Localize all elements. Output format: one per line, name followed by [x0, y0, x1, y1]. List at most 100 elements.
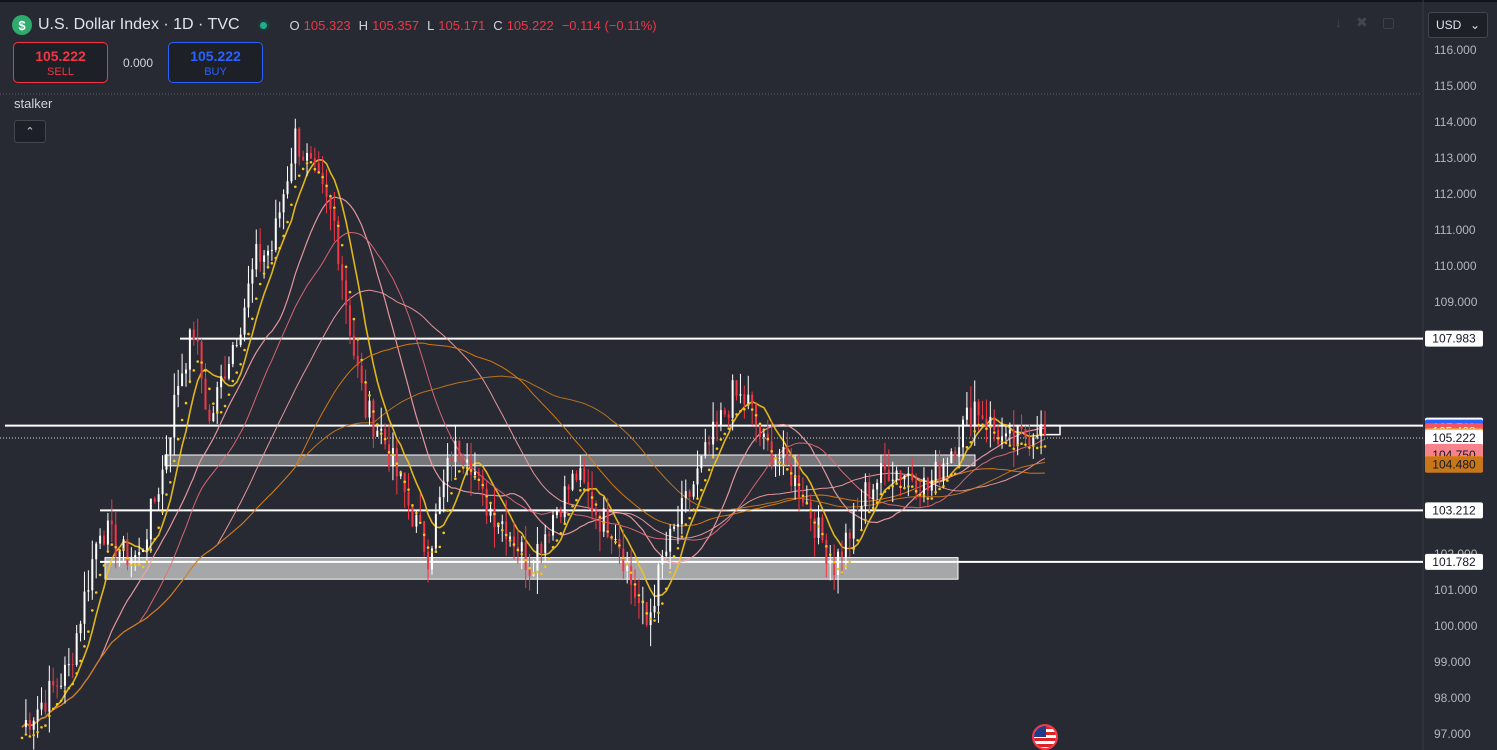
- indicator-dot: [200, 361, 203, 364]
- candle-body: [184, 369, 187, 374]
- candle-body: [942, 463, 945, 481]
- indicator-dot: [309, 160, 313, 164]
- candle-body: [548, 534, 551, 536]
- candle-body: [887, 469, 890, 482]
- indicator-dot: [83, 645, 86, 648]
- indicator-dot: [130, 563, 133, 567]
- candle-body: [48, 680, 51, 712]
- ohlc-values: O 105.323 H 105.357 L 105.171 C 105.222 …: [290, 18, 661, 33]
- indicator-dot: [555, 539, 559, 542]
- indicator-dot: [1039, 445, 1043, 449]
- price-axis-tick: 97.000: [1434, 727, 1471, 741]
- arrow-down-icon[interactable]: ↓: [1335, 14, 1342, 30]
- candle-body: [419, 514, 422, 522]
- sell-button[interactable]: 105.222 SELL: [13, 42, 108, 83]
- candle-body: [67, 664, 70, 666]
- indicator-dot: [582, 488, 586, 491]
- indicator-dot: [153, 537, 157, 541]
- indicator-dot: [376, 423, 379, 426]
- indicator-dot: [28, 735, 32, 738]
- ma-orange-line: [21, 342, 1045, 728]
- indicator-dot: [563, 522, 567, 526]
- indicator-dot: [223, 404, 227, 408]
- candle-body: [954, 451, 957, 457]
- indicator-dot: [63, 690, 67, 693]
- indicator-dot: [1020, 442, 1023, 446]
- fullscreen-icon[interactable]: ▢: [1381, 14, 1395, 30]
- candle-body: [122, 539, 125, 552]
- indicator-dot: [516, 548, 520, 552]
- candle-body: [653, 605, 656, 613]
- candle-body: [192, 329, 195, 340]
- indicator-dot: [754, 413, 758, 417]
- candle-body: [555, 510, 558, 516]
- candle-body: [563, 486, 566, 518]
- indicator-dot: [508, 539, 512, 542]
- price-label-bg: [1425, 456, 1483, 473]
- indicator-dot: [891, 484, 895, 488]
- indicator-dot: [251, 317, 254, 321]
- indicator-dot: [746, 403, 750, 406]
- indicator-name[interactable]: stalker: [14, 96, 53, 111]
- candle-body: [153, 498, 156, 502]
- candle-body: [747, 394, 750, 405]
- candle-body: [907, 473, 910, 476]
- candle-body: [981, 415, 984, 419]
- indicator-dot: [571, 504, 574, 508]
- collapse-indicator-button[interactable]: ⌃: [14, 120, 46, 143]
- candle-body: [950, 451, 953, 464]
- candle-body: [352, 335, 355, 356]
- candle-body: [774, 458, 777, 466]
- indicator-dot: [465, 466, 469, 470]
- candle-body: [930, 480, 933, 491]
- indicator-dot: [51, 707, 55, 711]
- indicator-dot: [547, 557, 551, 560]
- us-flag-event-icon[interactable]: [1032, 724, 1058, 750]
- indicator-dot: [321, 175, 324, 179]
- buy-button[interactable]: 105.222 BUY: [168, 42, 263, 83]
- price-axis-tick: 101.000: [1434, 583, 1478, 597]
- candle-body: [91, 559, 94, 591]
- candle-body: [762, 433, 765, 438]
- candle-body: [1040, 423, 1043, 437]
- candle-body: [399, 472, 402, 477]
- candle-body: [243, 307, 246, 335]
- currency-select[interactable]: USD ⌄: [1428, 12, 1488, 38]
- candle-body: [462, 460, 465, 463]
- indicator-dot: [137, 563, 141, 567]
- candle-body: [458, 440, 461, 461]
- indicator-dot: [957, 465, 961, 469]
- ma-orange-slow-line: [21, 375, 1046, 728]
- candle-body: [676, 524, 679, 527]
- candle-body: [220, 376, 223, 388]
- market-status-icon[interactable]: [257, 19, 270, 31]
- support-zones: [104, 454, 976, 580]
- candle-body: [1028, 438, 1031, 446]
- indicator-dot: [192, 369, 196, 372]
- indicator-dot: [500, 528, 504, 532]
- candle-body: [1012, 429, 1015, 447]
- chart-toolbar-icons: ↓ ✖ ▢: [1335, 14, 1395, 31]
- symbol-legend: $ U.S. Dollar Index · 1D · TVC O 105.323…: [12, 12, 661, 38]
- indicator-dot: [438, 545, 442, 549]
- collapse-icon[interactable]: ✖: [1356, 14, 1368, 30]
- candle-body: [415, 514, 418, 527]
- symbol-title[interactable]: U.S. Dollar Index · 1D · TVC: [38, 16, 240, 33]
- indicator-dot: [141, 565, 145, 569]
- candle-body: [880, 463, 883, 483]
- indicator-dot: [1008, 444, 1012, 447]
- candle-body: [712, 421, 715, 445]
- candle-body: [1008, 429, 1011, 434]
- candle-body: [368, 400, 371, 418]
- candle-body: [669, 528, 672, 552]
- candle-body: [263, 255, 266, 262]
- indicator-dot: [379, 432, 383, 436]
- candle-body: [872, 489, 875, 500]
- candle-body: [821, 517, 824, 541]
- indicator-dot: [973, 429, 977, 433]
- candle-body: [684, 491, 687, 499]
- indicator-dot: [731, 418, 734, 422]
- indicator-dot: [727, 427, 731, 430]
- indicator-dot: [340, 243, 344, 247]
